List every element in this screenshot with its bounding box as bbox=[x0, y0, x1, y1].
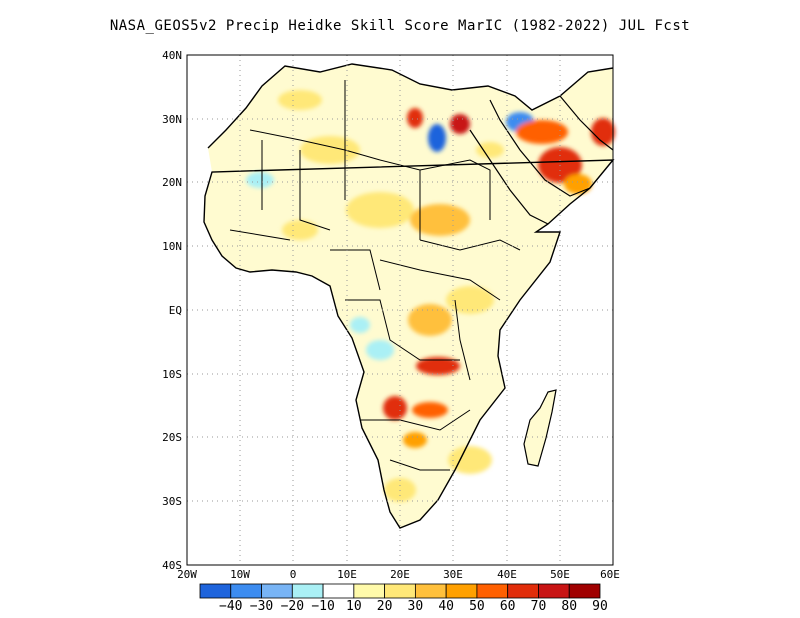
lon-tick-label: 20E bbox=[390, 568, 410, 581]
arabia-coastline bbox=[469, 95, 614, 225]
graticule bbox=[187, 55, 613, 565]
colorbar-label: −40 bbox=[219, 599, 242, 614]
map-frame bbox=[186, 54, 614, 566]
map-title: NASA_GEOS5v2 Precip Heidke Skill Score M… bbox=[109, 18, 691, 34]
africa-land bbox=[204, 64, 613, 528]
colorbar-label: 70 bbox=[531, 599, 547, 614]
colorbar-swatch bbox=[445, 583, 478, 599]
lat-tick-label: 40S bbox=[162, 559, 182, 572]
colorbar-swatch bbox=[476, 583, 509, 599]
colorbar-swatch bbox=[353, 583, 386, 599]
colorbar-label: −30 bbox=[250, 599, 273, 614]
lat-tick-label: EQ bbox=[169, 304, 182, 317]
lat-tick-label: 30N bbox=[162, 113, 182, 126]
lat-tick-label: 30S bbox=[162, 495, 182, 508]
colorbar-swatch bbox=[230, 583, 262, 599]
colorbar-label: 90 bbox=[592, 599, 608, 614]
map-plot-area bbox=[186, 54, 615, 566]
lat-axis: 40N 30N 20N 10N EQ 10S 20S 30S 40S bbox=[162, 49, 182, 572]
lat-tick-label: 10S bbox=[162, 368, 182, 381]
colorbar-label: −20 bbox=[281, 599, 304, 614]
colorbar-label: 30 bbox=[408, 599, 424, 614]
colorbar-swatch bbox=[291, 583, 324, 599]
africa-coastline bbox=[203, 63, 615, 529]
colorbar: −40 −30 −20 −10 10 20 30 40 50 60 70 80 90 bbox=[199, 583, 608, 614]
colorbar-label: 60 bbox=[500, 599, 516, 614]
colorbar-swatch bbox=[538, 583, 570, 599]
colorbar-swatch bbox=[384, 583, 416, 599]
colorbar-swatch bbox=[261, 583, 293, 599]
madagascar-land bbox=[523, 389, 557, 467]
colorbar-swatch bbox=[568, 583, 601, 599]
colorbar-label: 40 bbox=[438, 599, 454, 614]
colorbar-swatch bbox=[322, 583, 355, 599]
lon-tick-label: 20W bbox=[177, 568, 197, 581]
lat-tick-label: 40N bbox=[162, 49, 182, 62]
country-borders bbox=[229, 80, 521, 471]
colorbar-label: −10 bbox=[311, 599, 334, 614]
lon-tick-label: 10E bbox=[337, 568, 357, 581]
lon-tick-label: 30E bbox=[443, 568, 463, 581]
colorbar-label: 10 bbox=[346, 599, 362, 614]
lat-tick-label: 20S bbox=[162, 431, 182, 444]
lat-tick-label: 10N bbox=[162, 240, 182, 253]
colorbar-label: 50 bbox=[469, 599, 485, 614]
lon-tick-label: 50E bbox=[550, 568, 570, 581]
lon-tick-label: 0 bbox=[290, 568, 297, 581]
lon-tick-label: 60E bbox=[600, 568, 620, 581]
lon-tick-label: 10W bbox=[230, 568, 250, 581]
colorbar-swatch bbox=[199, 583, 232, 599]
lon-axis: 20W 10W 0 10E 20E 30E 40E 50E 60E bbox=[177, 568, 620, 581]
colorbar-swatch bbox=[414, 583, 447, 599]
lon-tick-label: 40E bbox=[497, 568, 517, 581]
colorbar-swatch bbox=[507, 583, 539, 599]
lat-tick-label: 20N bbox=[162, 176, 182, 189]
colorbar-label: 80 bbox=[561, 599, 577, 614]
colorbar-label: 20 bbox=[377, 599, 393, 614]
